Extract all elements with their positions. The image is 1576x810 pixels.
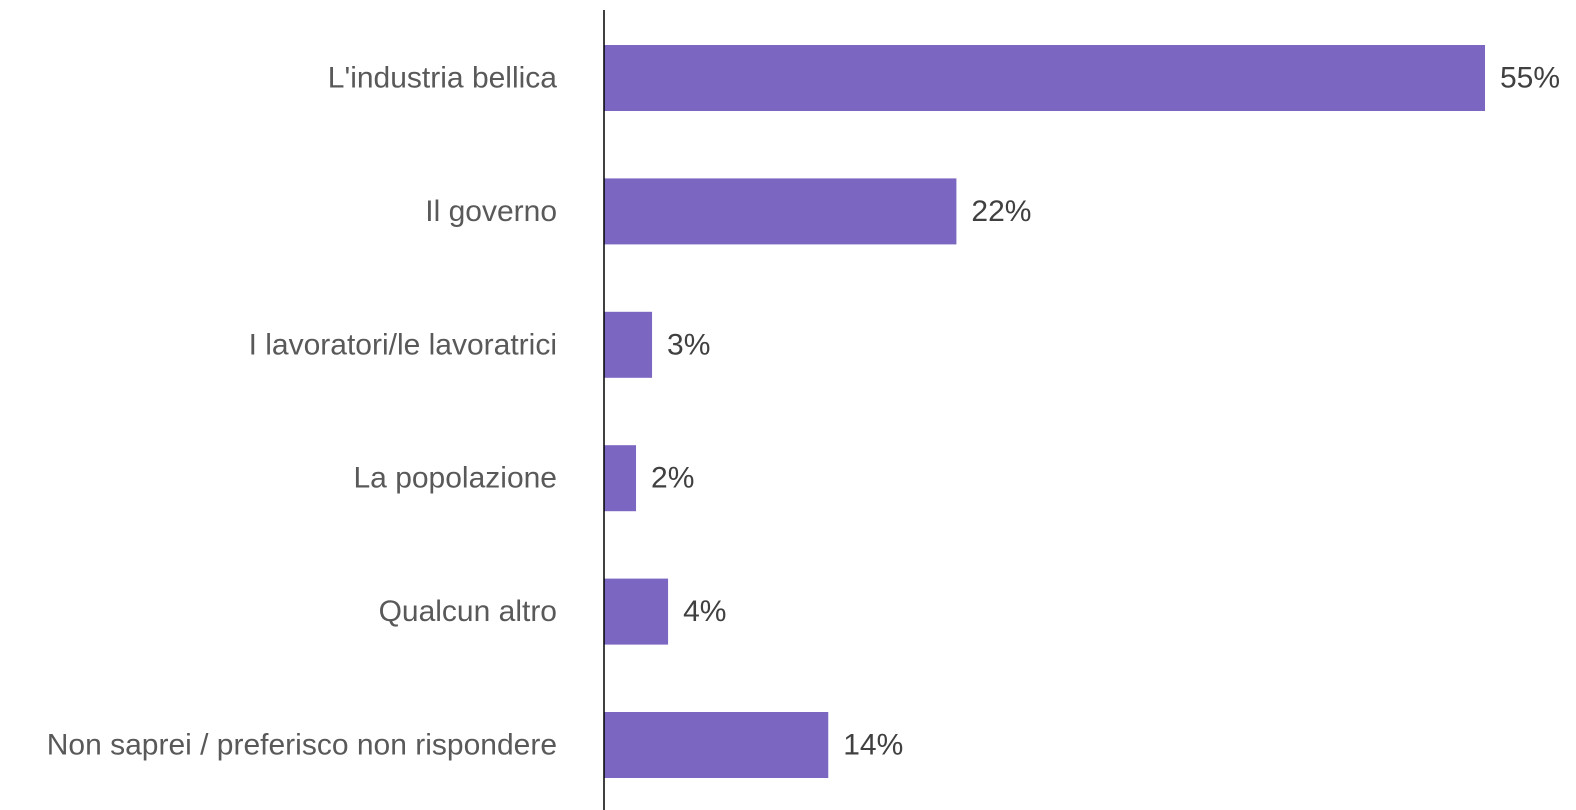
bar-3 bbox=[604, 445, 637, 512]
category-label-4: Qualcun altro bbox=[379, 595, 557, 628]
bar-4 bbox=[604, 578, 669, 645]
category-label-5: Non saprei / preferisco non rispondere bbox=[47, 729, 557, 762]
value-label-3: 2% bbox=[651, 462, 694, 495]
value-label-2: 3% bbox=[667, 328, 710, 361]
value-label-0: 55% bbox=[1500, 62, 1560, 95]
value-label-5: 14% bbox=[843, 729, 903, 762]
value-labels-group: 55% 22% 3% 2% 4% 14% bbox=[651, 62, 1560, 762]
bar-2 bbox=[604, 311, 653, 378]
value-label-1: 22% bbox=[971, 195, 1031, 228]
category-label-0: L'industria bellica bbox=[328, 62, 558, 95]
bar-0 bbox=[604, 45, 1485, 111]
category-labels-group: L'industria bellica Il governo I lavorator… bbox=[47, 62, 558, 762]
category-label-2: I lavoratori/le lavoratrici bbox=[249, 328, 557, 361]
bar-5 bbox=[604, 712, 829, 778]
bars-group bbox=[604, 45, 1485, 778]
bar-1 bbox=[604, 178, 957, 245]
value-label-4: 4% bbox=[683, 595, 726, 628]
category-label-1: Il governo bbox=[425, 195, 557, 228]
category-label-3: La popolazione bbox=[353, 462, 557, 495]
